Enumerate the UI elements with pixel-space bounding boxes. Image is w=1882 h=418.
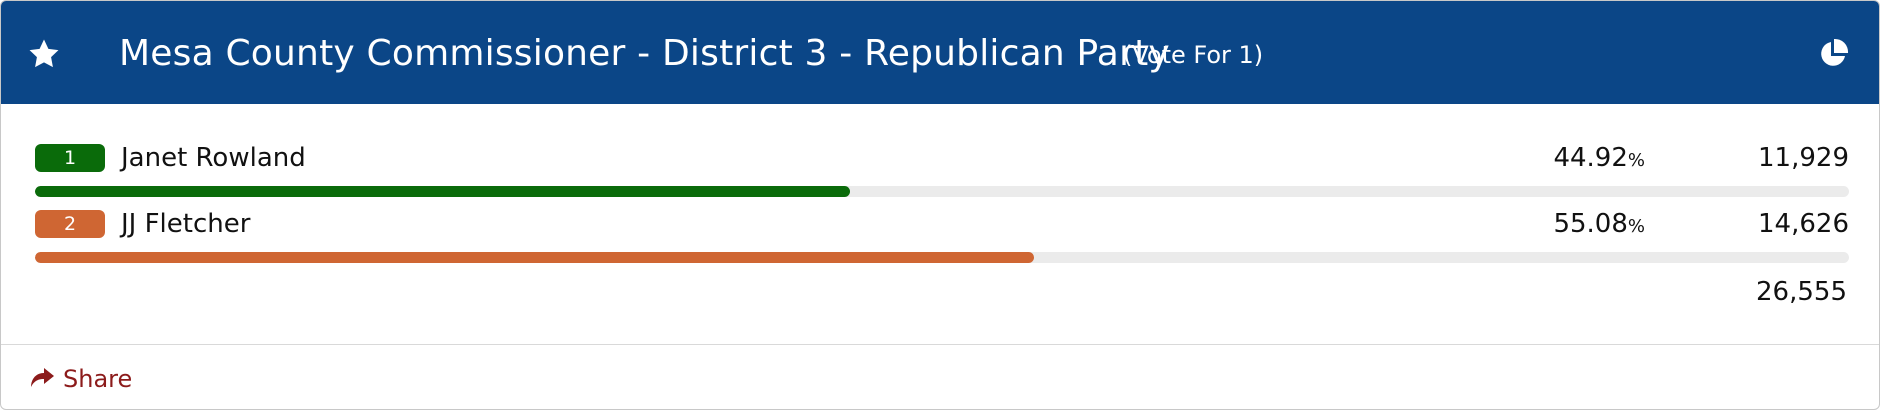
star-icon[interactable] <box>27 37 61 71</box>
footer-divider <box>1 344 1879 345</box>
percent-value: 44.92 <box>1553 143 1628 173</box>
vote-bar-track <box>35 252 1849 263</box>
vote-bar-fill <box>35 252 1035 263</box>
candidate-percent: 44.92% <box>1495 142 1645 177</box>
share-label: Share <box>63 365 133 393</box>
candidate-rank-badge: 1 <box>35 144 105 172</box>
pie-chart-icon[interactable] <box>1817 38 1849 70</box>
candidate-votes: 11,929 <box>1758 143 1849 173</box>
share-button[interactable]: Share <box>29 363 132 395</box>
candidate-row: 2 JJ Fletcher 55.08% 14,626 <box>35 208 1849 268</box>
candidate-name: Janet Rowland <box>121 143 306 173</box>
vote-bar-fill <box>35 186 850 197</box>
percent-sign: % <box>1627 216 1645 237</box>
candidate-rank-badge: 2 <box>35 210 105 238</box>
vote-bar-track <box>35 186 1849 197</box>
contest-title: Mesa County Commissioner - District 3 - … <box>119 33 1170 74</box>
contest-card: Mesa County Commissioner - District 3 - … <box>0 0 1880 410</box>
contest-header: Mesa County Commissioner - District 3 - … <box>1 1 1879 104</box>
results-list: 1 Janet Rowland 44.92% 11,929 2 JJ Fletc… <box>1 104 1879 344</box>
percent-value: 55.08 <box>1553 209 1628 239</box>
candidate-name: JJ Fletcher <box>121 209 251 239</box>
candidate-percent: 55.08% <box>1495 208 1645 243</box>
vote-for-label: (Vote For 1) <box>1123 41 1264 69</box>
total-votes: 26,555 <box>1756 277 1847 307</box>
share-arrow-icon <box>31 368 54 387</box>
percent-sign: % <box>1627 150 1645 171</box>
candidate-row: 1 Janet Rowland 44.92% 11,929 <box>35 142 1849 202</box>
candidate-votes: 14,626 <box>1758 209 1849 239</box>
